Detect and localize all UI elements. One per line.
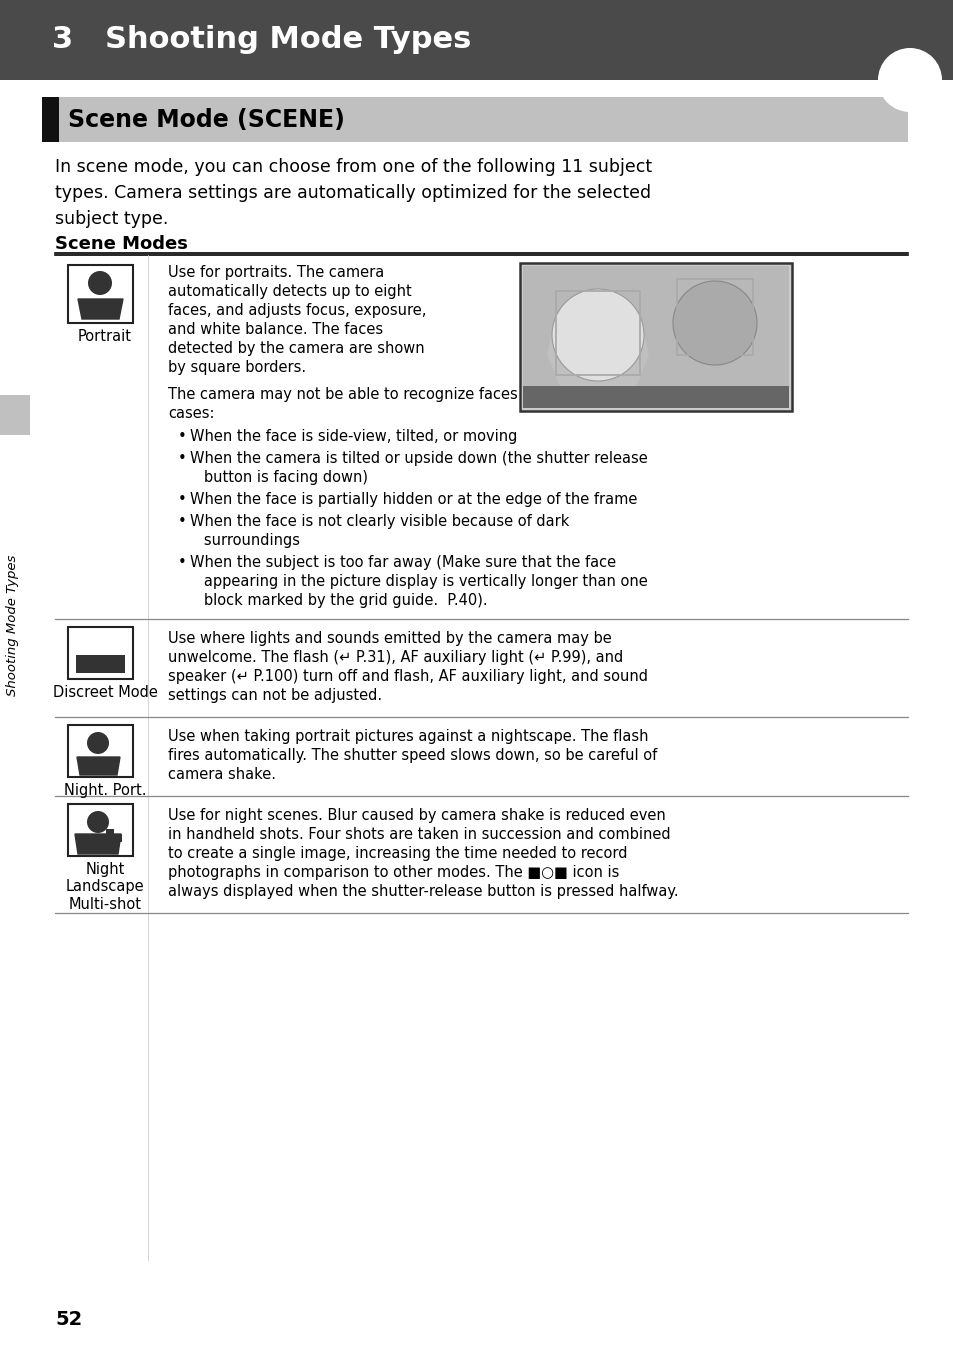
- Bar: [76, 655, 125, 672]
- Text: to create a single image, increasing the time needed to record: to create a single image, increasing the…: [168, 846, 627, 861]
- Text: Night. Port.: Night. Port.: [64, 783, 146, 798]
- Text: In scene mode, you can choose from one of the following 11 subject: In scene mode, you can choose from one o…: [55, 157, 652, 176]
- Bar: [0, 0, 953, 79]
- Text: block marked by the grid guide.  P.40).: block marked by the grid guide. P.40).: [190, 593, 487, 608]
- Text: unwelcome. The flash (↵ P.31), AF auxiliary light (↵ P.99), and: unwelcome. The flash (↵ P.31), AF auxili…: [168, 650, 622, 664]
- Bar: [68, 725, 132, 777]
- Text: Scene Mode (SCENE): Scene Mode (SCENE): [68, 108, 345, 132]
- Text: Scene Modes: Scene Modes: [55, 235, 188, 253]
- Circle shape: [552, 289, 643, 381]
- Text: F8.5  1/1000        ISO 100: F8.5 1/1000 ISO 100: [532, 393, 677, 402]
- Text: cases:: cases:: [168, 406, 214, 421]
- Text: by square borders.: by square borders.: [168, 360, 306, 375]
- Bar: [42, 97, 59, 143]
- Text: Portrait: Portrait: [78, 330, 132, 344]
- Text: When the subject is too far away (Make sure that the face: When the subject is too far away (Make s…: [190, 555, 616, 570]
- Text: automatically detects up to eight: automatically detects up to eight: [168, 284, 412, 299]
- Text: Use where lights and sounds emitted by the camera may be: Use where lights and sounds emitted by t…: [168, 631, 611, 646]
- Text: Night
Landscape
Multi-shot: Night Landscape Multi-shot: [66, 862, 144, 912]
- Bar: [556, 291, 639, 375]
- Text: photographs in comparison to other modes. The ■○■ icon is: photographs in comparison to other modes…: [168, 865, 618, 880]
- Bar: [106, 829, 113, 841]
- Bar: [877, 48, 953, 79]
- Bar: [68, 265, 132, 323]
- Text: When the face is side-view, tilted, or moving: When the face is side-view, tilted, or m…: [190, 429, 517, 444]
- Text: •: •: [178, 492, 187, 507]
- Text: surroundings: surroundings: [190, 533, 299, 547]
- Bar: [0, 395, 30, 434]
- Text: Use when taking portrait pictures against a nightscape. The flash: Use when taking portrait pictures agains…: [168, 729, 648, 744]
- Text: faces, and adjusts focus, exposure,: faces, and adjusts focus, exposure,: [168, 303, 426, 317]
- Text: •: •: [178, 514, 187, 529]
- Text: fires automatically. The shutter speed slows down, so be careful of: fires automatically. The shutter speed s…: [168, 748, 657, 763]
- Text: subject type.: subject type.: [55, 210, 168, 229]
- Bar: [68, 804, 132, 855]
- Circle shape: [88, 270, 112, 295]
- Circle shape: [877, 48, 941, 112]
- Text: Discreet Mode: Discreet Mode: [52, 685, 157, 699]
- Polygon shape: [78, 299, 123, 319]
- Text: When the face is not clearly visible because of dark: When the face is not clearly visible bec…: [190, 514, 569, 529]
- Bar: [42, 97, 907, 143]
- Text: Shooting Mode Types: Shooting Mode Types: [7, 555, 19, 697]
- Text: button is facing down): button is facing down): [190, 469, 368, 486]
- Text: ★: ★: [114, 812, 126, 824]
- Text: settings can not be adjusted.: settings can not be adjusted.: [168, 689, 382, 703]
- Text: detected by the camera are shown: detected by the camera are shown: [168, 342, 424, 356]
- Text: 52: 52: [55, 1310, 82, 1329]
- Polygon shape: [75, 834, 121, 854]
- Text: OFF: OFF: [92, 659, 117, 668]
- Text: camera shake.: camera shake.: [168, 767, 275, 781]
- Text: speaker (↵ P.100) turn off and flash, AF auxiliary light, and sound: speaker (↵ P.100) turn off and flash, AF…: [168, 668, 647, 685]
- Circle shape: [672, 281, 757, 364]
- Text: 3: 3: [9, 405, 22, 425]
- Bar: [116, 834, 122, 842]
- Bar: [677, 278, 752, 355]
- Text: When the camera is tilted or upside down (the shutter release: When the camera is tilted or upside down…: [190, 451, 647, 465]
- Polygon shape: [77, 757, 120, 775]
- Text: and white balance. The faces: and white balance. The faces: [168, 321, 383, 338]
- Text: 3   Shooting Mode Types: 3 Shooting Mode Types: [52, 26, 471, 55]
- Text: Use for portraits. The camera: Use for portraits. The camera: [168, 265, 384, 280]
- Polygon shape: [547, 335, 647, 395]
- Bar: [519, 264, 791, 412]
- Circle shape: [87, 732, 109, 755]
- Text: in handheld shots. Four shots are taken in succession and combined: in handheld shots. Four shots are taken …: [168, 827, 670, 842]
- Bar: [68, 627, 132, 679]
- Text: •: •: [178, 429, 187, 444]
- Text: always displayed when the shutter-release button is pressed halfway.: always displayed when the shutter-releas…: [168, 884, 678, 898]
- Text: ★: ★: [114, 733, 126, 746]
- Text: •: •: [178, 451, 187, 465]
- Bar: [522, 386, 788, 408]
- Text: types. Camera settings are automatically optimized for the selected: types. Camera settings are automatically…: [55, 184, 651, 202]
- Text: The camera may not be able to recognize faces in the following: The camera may not be able to recognize …: [168, 387, 635, 402]
- Text: Use for night scenes. Blur caused by camera shake is reduced even: Use for night scenes. Blur caused by cam…: [168, 808, 665, 823]
- Text: 1/♪: 1/♪: [94, 638, 115, 650]
- Text: •: •: [178, 555, 187, 570]
- Circle shape: [87, 811, 109, 833]
- Text: When the face is partially hidden or at the edge of the frame: When the face is partially hidden or at …: [190, 492, 637, 507]
- Bar: [522, 266, 788, 387]
- Text: appearing in the picture display is vertically longer than one: appearing in the picture display is vert…: [190, 574, 647, 589]
